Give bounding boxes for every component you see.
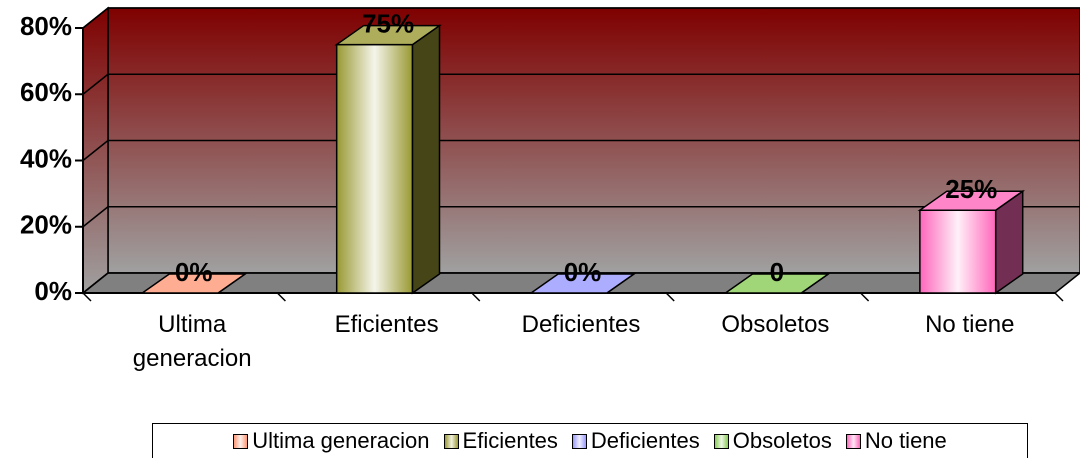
bar-top [139, 273, 248, 294]
value-label: 0% [564, 257, 602, 287]
bar [528, 273, 637, 294]
legend-item: No tiene [845, 428, 947, 454]
grid-line [82, 206, 109, 228]
x-tick [1054, 292, 1064, 302]
legend-swatch [571, 433, 587, 449]
y-tick-label: 0% [34, 276, 72, 306]
y-tick-label: 20% [20, 210, 72, 240]
legend-item: Ultima generacion [233, 428, 430, 454]
x-tick [860, 292, 870, 302]
bar-top [723, 273, 831, 294]
x-tick [471, 292, 481, 302]
legend-label: Eficientes [462, 428, 558, 453]
x-tick-label: Ultima generacion [132, 311, 252, 372]
grid-line [82, 139, 109, 162]
legend-label: No tiene [864, 428, 947, 453]
value-label: 75% [362, 8, 414, 38]
bar-side [411, 24, 441, 295]
bar-front [919, 209, 997, 294]
y-tick-label: 40% [20, 143, 72, 173]
value-label: 25% [945, 174, 997, 204]
bar [917, 189, 1026, 295]
bar-top [334, 24, 442, 46]
y-tick-label: 80% [20, 11, 72, 41]
legend-swatch [233, 433, 249, 449]
x-tick [82, 292, 92, 302]
grid-line [82, 272, 109, 294]
bar [334, 24, 442, 295]
legend-label: Obsoletos [732, 428, 832, 453]
x-tick-label: No tiene [925, 311, 1015, 338]
y-tick-label: 60% [20, 77, 72, 107]
legend-item: Eficientes [443, 428, 558, 454]
grid-line [82, 7, 109, 29]
legend-swatch [443, 433, 459, 449]
bar [723, 273, 831, 294]
bar-top [528, 273, 637, 294]
x-tick [665, 292, 675, 302]
bar-top [917, 190, 1026, 211]
value-label: 0% [175, 257, 213, 287]
bar [139, 273, 248, 294]
bar-front [335, 43, 414, 294]
value-label: 0 [770, 257, 784, 287]
x-tick-label: Eficientes [334, 311, 439, 338]
legend-swatch [713, 433, 729, 449]
legend-item: Deficientes [571, 428, 700, 454]
legend-label: Ultima generacion [252, 428, 430, 453]
x-tick-label: Obsoletos [721, 311, 830, 338]
legend-item: Obsoletos [713, 428, 832, 454]
legend: Ultima generacion Eficientes Deficientes Ob… [152, 423, 1028, 458]
x-tick-label: Deficientes [521, 311, 641, 338]
grid-line [82, 73, 109, 95]
legend-label: Deficientes [590, 428, 700, 453]
legend-swatch [845, 433, 861, 449]
x-tick [276, 292, 286, 302]
